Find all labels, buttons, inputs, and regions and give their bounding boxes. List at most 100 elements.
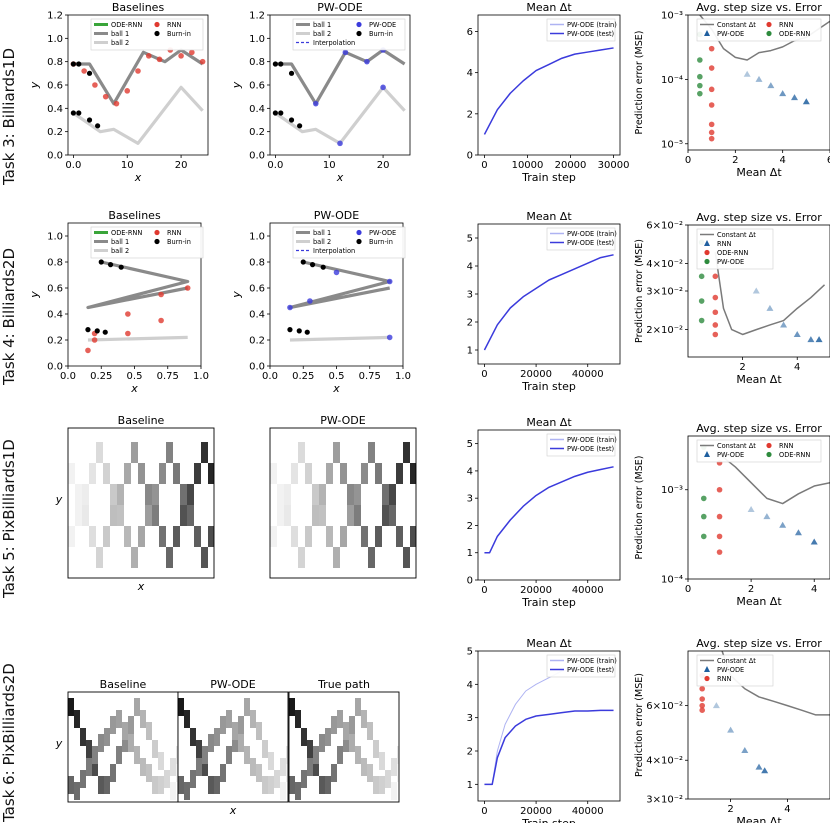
pixel <box>187 505 194 512</box>
data-point <box>779 90 787 97</box>
data-point <box>307 298 313 304</box>
data-point <box>697 57 703 63</box>
x-tick-label: 10 <box>323 160 336 171</box>
pixel <box>184 710 190 716</box>
data-point <box>712 273 719 280</box>
pixel <box>368 547 375 554</box>
pixel <box>389 498 396 505</box>
pixel <box>201 456 208 463</box>
pixel <box>349 734 355 740</box>
x-axis-label: Mean Δt <box>736 815 782 823</box>
pixel <box>80 782 86 788</box>
pixel <box>110 512 117 519</box>
pixel <box>116 746 122 752</box>
pixel <box>196 758 202 764</box>
pixel <box>382 505 389 512</box>
pixel <box>124 470 131 477</box>
pixel <box>75 512 82 519</box>
pixel <box>152 519 159 526</box>
pixel <box>178 704 184 710</box>
pixel <box>396 533 403 540</box>
pixel <box>326 463 333 470</box>
image-panel-t5_baseline: Baseline x y <box>55 414 215 593</box>
pixel <box>389 512 396 519</box>
y-axis-label: y <box>230 81 243 89</box>
pixel <box>208 533 214 540</box>
pixel <box>124 533 131 540</box>
pixel <box>98 746 104 752</box>
pixel <box>145 512 152 519</box>
pixel <box>196 752 202 758</box>
legend-box <box>292 226 406 259</box>
pixel <box>391 764 397 770</box>
pixel <box>403 554 410 561</box>
pixel <box>277 484 284 491</box>
pixel <box>98 776 104 782</box>
pixel <box>349 746 355 752</box>
pixel <box>244 746 250 752</box>
data-point <box>698 298 705 304</box>
y-tick-label: 0 <box>467 151 473 162</box>
pixel <box>347 498 354 505</box>
data-point <box>708 86 715 93</box>
pixel <box>208 526 214 533</box>
pixel <box>337 710 343 716</box>
data-point <box>794 529 802 536</box>
legend-entry: Constant Δt <box>717 657 756 665</box>
pixel <box>131 449 138 456</box>
y-tick-label: 6 <box>467 27 473 38</box>
pixel <box>313 758 319 764</box>
pixel <box>355 698 361 704</box>
pixel <box>289 788 295 794</box>
pixel <box>173 470 180 477</box>
pixel <box>375 470 382 477</box>
pixel <box>391 758 397 764</box>
pixel <box>333 561 340 568</box>
pixel <box>270 463 277 470</box>
pixel <box>379 758 385 764</box>
series-line <box>484 254 614 351</box>
pixel <box>152 752 158 758</box>
data-point <box>743 70 751 77</box>
pixel <box>232 728 238 734</box>
pixel <box>152 505 159 512</box>
x-tick-label: 1.0 <box>395 371 411 382</box>
pixel <box>298 561 305 568</box>
pixel <box>208 776 214 782</box>
pixel <box>385 782 391 788</box>
pixel <box>176 758 178 764</box>
pixel <box>80 776 86 782</box>
pixel <box>277 491 284 498</box>
pixel <box>170 758 176 764</box>
legend-entry: ODE-RNN <box>111 21 142 29</box>
pixel <box>349 716 355 722</box>
x-tick-label: 1.0 <box>193 371 209 382</box>
x-tick-label: 20 <box>377 160 390 171</box>
pixel <box>286 746 288 752</box>
pixel <box>226 722 232 728</box>
y-tick-label: 4 <box>467 68 473 79</box>
pixel <box>389 505 396 512</box>
y-tick-label: 4×10⁻² <box>646 259 683 270</box>
pixel <box>180 491 187 498</box>
y-tick-label: 0.0 <box>47 362 63 373</box>
data-point <box>70 110 76 116</box>
pixel <box>68 710 74 716</box>
pixel <box>343 746 349 752</box>
pixel <box>140 758 146 764</box>
image-panel-t6_baseline: Baseline y <box>55 678 179 803</box>
y-tick-label: 1 <box>467 346 473 357</box>
x-tick-label: 0 <box>481 369 487 380</box>
pixel <box>319 519 326 526</box>
pixel <box>305 526 312 533</box>
data-point <box>716 486 723 493</box>
pixel <box>226 758 232 764</box>
y-tick-label: 0.8 <box>47 57 63 68</box>
pixel <box>138 470 145 477</box>
y-tick-label: 0 <box>467 576 473 587</box>
pixel <box>289 776 295 782</box>
x-tick-label: 20000 <box>520 369 552 380</box>
pixel <box>98 788 104 794</box>
y-tick-label: 4 <box>467 466 473 477</box>
